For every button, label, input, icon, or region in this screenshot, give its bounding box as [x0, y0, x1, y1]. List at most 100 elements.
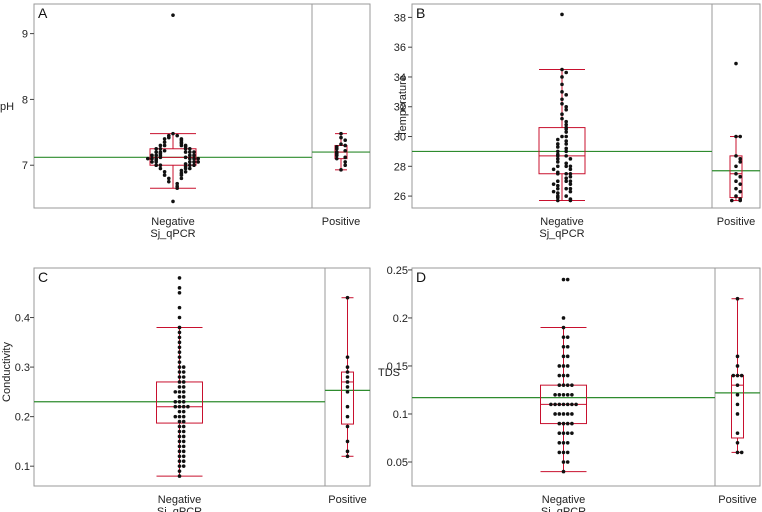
- data-point: [162, 170, 167, 174]
- data-point: [561, 373, 566, 378]
- data-point: [738, 189, 742, 194]
- data-point: [734, 61, 738, 66]
- data-point: [564, 164, 568, 169]
- y-tick-label: 26: [394, 191, 406, 203]
- data-point: [181, 395, 186, 399]
- y-tick-label: 32: [394, 102, 406, 114]
- data-point: [734, 179, 738, 183]
- data-point: [177, 380, 182, 384]
- data-point: [177, 464, 182, 468]
- data-point: [557, 431, 562, 435]
- data-point: [568, 171, 573, 176]
- data-point: [183, 155, 188, 160]
- y-tick-label: 0.4: [15, 313, 30, 325]
- data-point: [192, 163, 196, 168]
- data-point: [551, 182, 556, 186]
- data-point: [177, 454, 182, 459]
- data-point: [564, 119, 568, 124]
- data-point: [343, 155, 348, 160]
- data-point: [556, 186, 560, 191]
- data-point: [565, 383, 570, 387]
- data-point: [561, 364, 566, 368]
- y-tick-label: 0.1: [393, 409, 408, 421]
- data-point: [557, 364, 562, 368]
- data-point: [556, 164, 560, 169]
- panel-a: A 7 8 9 pH Negative Positive Sj_qPCR: [0, 3, 371, 240]
- data-point: [738, 182, 742, 186]
- data-point: [564, 186, 568, 191]
- data-point: [568, 189, 573, 194]
- data-point: [731, 373, 736, 378]
- data-point: [561, 469, 566, 474]
- data-point: [177, 365, 182, 369]
- data-point: [345, 424, 350, 429]
- data-point: [570, 383, 574, 387]
- x-axis-label: Sj_qPCR: [539, 228, 584, 240]
- data-point: [345, 449, 350, 454]
- data-point: [192, 153, 196, 158]
- data-point: [188, 160, 192, 164]
- data-point: [735, 450, 740, 455]
- data-point: [564, 176, 568, 181]
- data-point: [561, 392, 566, 397]
- data-point: [564, 93, 568, 97]
- data-point: [565, 460, 570, 464]
- data-point: [568, 198, 573, 203]
- data-point: [551, 189, 556, 194]
- data-point: [173, 390, 178, 394]
- data-point: [564, 104, 568, 109]
- data-point: [556, 171, 560, 176]
- data-point: [162, 140, 167, 144]
- data-point: [561, 316, 566, 320]
- x-category-label: Negative: [151, 216, 194, 228]
- data-point: [557, 450, 562, 455]
- data-point: [556, 195, 560, 200]
- data-point: [177, 414, 182, 419]
- data-point: [564, 146, 568, 151]
- data-point: [557, 383, 562, 387]
- data-point: [565, 431, 570, 435]
- data-point: [177, 286, 182, 290]
- data-point: [158, 163, 163, 168]
- data-point: [551, 167, 556, 172]
- data-point: [183, 166, 188, 171]
- data-point: [565, 373, 570, 378]
- data-point: [181, 385, 186, 389]
- data-point: [179, 173, 184, 177]
- data-point: [560, 116, 564, 121]
- data-point: [570, 402, 574, 407]
- x-category-label: Negative: [158, 494, 201, 506]
- data-point: [162, 143, 167, 148]
- data-point: [561, 402, 566, 407]
- data-point: [181, 444, 186, 449]
- data-point: [564, 142, 568, 146]
- y-tick-label: 8: [22, 94, 28, 106]
- panel-letter: A: [38, 5, 48, 21]
- data-point: [167, 176, 171, 181]
- x-category-label: Positive: [328, 494, 367, 506]
- data-point: [564, 171, 568, 176]
- data-point: [735, 373, 740, 378]
- data-point: [177, 350, 182, 355]
- data-point: [560, 101, 564, 106]
- data-point: [177, 444, 182, 449]
- y-tick-label: 0.05: [387, 457, 408, 469]
- data-point: [738, 160, 742, 164]
- data-point: [345, 355, 350, 359]
- data-point: [181, 419, 186, 424]
- data-point: [196, 156, 200, 161]
- data-point: [556, 137, 560, 142]
- data-point: [162, 173, 167, 177]
- data-point: [565, 440, 570, 445]
- data-point: [553, 402, 557, 407]
- data-point: [735, 402, 740, 407]
- data-point: [158, 166, 163, 171]
- data-point: [173, 404, 178, 409]
- x-axis-label: Sj_qPCR: [541, 506, 586, 512]
- data-point: [188, 146, 192, 151]
- data-point: [150, 153, 154, 158]
- data-point: [561, 450, 566, 455]
- data-point: [188, 166, 192, 171]
- y-tick-label: 0.15: [387, 361, 408, 373]
- data-point: [171, 131, 175, 136]
